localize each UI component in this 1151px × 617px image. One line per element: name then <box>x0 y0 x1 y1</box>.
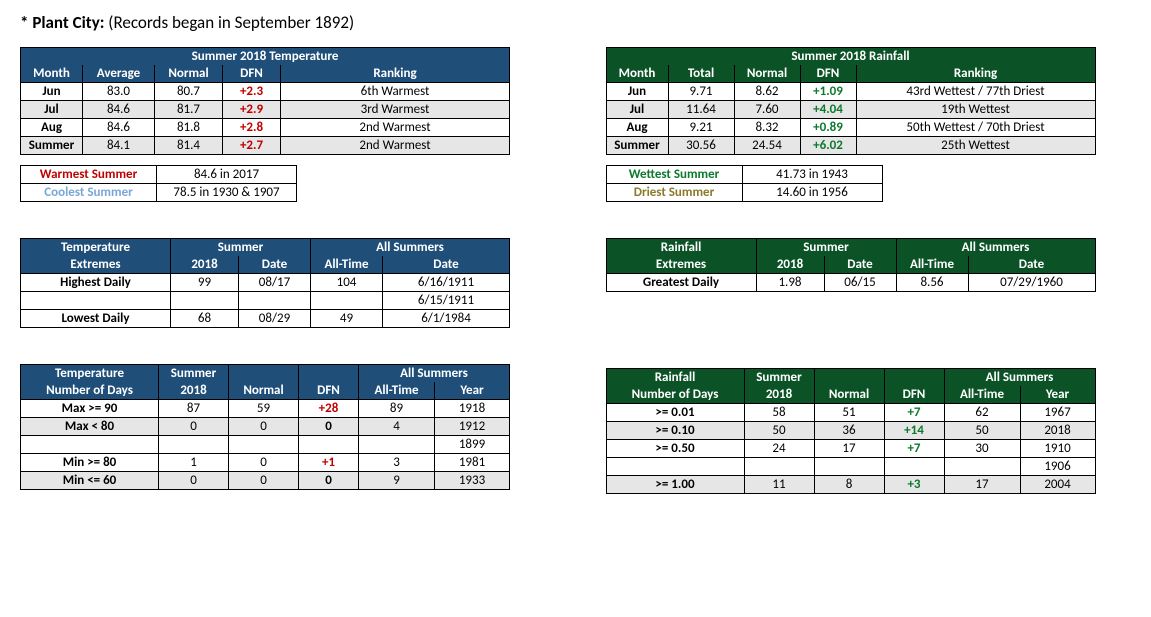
table-row: Min >= 80 1 0 +1 3 1981 <box>21 454 510 472</box>
right-column: Summer 2018 Rainfall Month Total Normal … <box>606 47 1132 494</box>
temp-records-table: Warmest Summer 84.6 in 2017 Coolest Summ… <box>20 165 297 202</box>
temp-extremes-table: Temperature Summer All Summers Extremes … <box>20 238 510 328</box>
star-bullet: * <box>20 12 28 33</box>
table-row: Summer 30.56 24.54 +6.02 25th Wettest <box>606 137 1095 155</box>
temp-days-table: Temperature Summer Normal DFN All Summer… <box>20 364 510 490</box>
page-title: * Plant City: (Records began in Septembe… <box>20 12 1131 33</box>
table-row: >= 0.50 24 17 +7 30 1910 <box>606 440 1095 458</box>
temp-summary-table: Summer 2018 Temperature Month Average No… <box>20 47 510 155</box>
table-row: >= 1.00 11 8 +3 17 2004 <box>606 476 1095 494</box>
table-row: Greatest Daily 1.98 06/15 8.56 07/29/196… <box>606 274 1095 292</box>
records-note: (Records began in September 1892) <box>108 12 354 33</box>
rain-extremes-table: Rainfall Summer All Summers Extremes 201… <box>606 238 1096 292</box>
table-row: Wettest Summer 41.73 in 1943 <box>606 166 882 184</box>
city-name: Plant City: <box>32 12 104 33</box>
rain-records-table: Wettest Summer 41.73 in 1943 Driest Summ… <box>606 165 883 202</box>
table-row: Min <= 60 0 0 0 9 1933 <box>21 472 510 490</box>
table-row: Jun 83.0 80.7 +2.3 6th Warmest <box>21 83 510 101</box>
table-row: Warmest Summer 84.6 in 2017 <box>21 166 297 184</box>
table-row: Jul 11.64 7.60 +4.04 19th Wettest <box>606 101 1095 119</box>
table-row: Lowest Daily 68 08/29 49 6/1/1984 <box>21 310 510 328</box>
table-row: Jun 9.71 8.62 +1.09 43rd Wettest / 77th … <box>606 83 1095 101</box>
table-row: Summer 84.1 81.4 +2.7 2nd Warmest <box>21 137 510 155</box>
rain-summary-table: Summer 2018 Rainfall Month Total Normal … <box>606 47 1096 155</box>
table-row: 6/15/1911 <box>21 292 510 310</box>
table-row: 1899 <box>21 436 510 454</box>
temp-caption: Summer 2018 Temperature <box>21 48 510 66</box>
table-row: Coolest Summer 78.5 in 1930 & 1907 <box>21 184 297 202</box>
table-row: Highest Daily 99 08/17 104 6/16/1911 <box>21 274 510 292</box>
rain-caption: Summer 2018 Rainfall <box>606 48 1095 66</box>
table-row: >= 0.10 50 36 +14 50 2018 <box>606 422 1095 440</box>
layout-columns: Summer 2018 Temperature Month Average No… <box>20 47 1131 494</box>
left-column: Summer 2018 Temperature Month Average No… <box>20 47 546 494</box>
table-row: Driest Summer 14.60 in 1956 <box>606 184 882 202</box>
table-row: Max >= 90 87 59 +28 89 1918 <box>21 400 510 418</box>
table-row: >= 0.01 58 51 +7 62 1967 <box>606 404 1095 422</box>
table-row: Max < 80 0 0 0 4 1912 <box>21 418 510 436</box>
table-row: Aug 84.6 81.8 +2.8 2nd Warmest <box>21 119 510 137</box>
table-row: Jul 84.6 81.7 +2.9 3rd Warmest <box>21 101 510 119</box>
rain-days-table: Rainfall Summer Normal DFN All Summers N… <box>606 368 1096 494</box>
table-row: 1906 <box>606 458 1095 476</box>
table-row: Aug 9.21 8.32 +0.89 50th Wettest / 70th … <box>606 119 1095 137</box>
